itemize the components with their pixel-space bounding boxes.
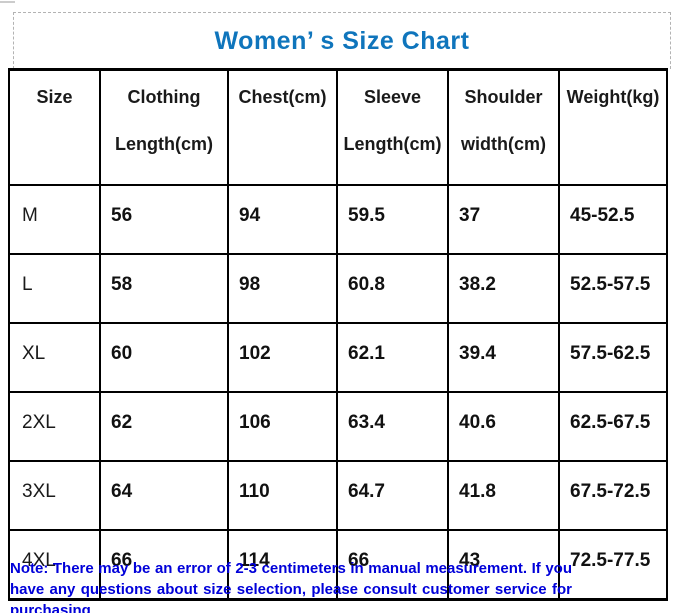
chest-cell: 114 <box>227 529 338 601</box>
header-line: Clothing <box>127 87 201 107</box>
clothing-length-cell: 64 <box>99 460 229 531</box>
column-header-shoulder-width: Shoulder width(cm) <box>447 68 560 186</box>
table-row-2xl: 2XL 62 106 63.4 40.6 62.5-67.5 <box>8 391 668 462</box>
shoulder-width-cell: 38.2 <box>447 253 560 324</box>
header-row: Size Clothing Length(cm) Chest(cm) Sleev… <box>8 68 668 186</box>
column-header-sleeve-length: Sleeve Length(cm) <box>336 68 449 186</box>
size-cell: XL <box>8 322 101 393</box>
header-line: Weight(kg) <box>566 87 660 107</box>
header-line: Length(cm) <box>343 134 442 154</box>
header-line: Sleeve <box>363 87 422 107</box>
header-line: Chest(cm) <box>238 87 327 107</box>
size-chart-table: Size Clothing Length(cm) Chest(cm) Sleev… <box>8 68 668 601</box>
size-cell: L <box>8 253 101 324</box>
sleeve-length-cell: 64.7 <box>336 460 449 531</box>
sleeve-length-cell: 63.4 <box>336 391 449 462</box>
page-title: Women’ s Size Chart <box>214 26 470 55</box>
chest-cell: 110 <box>227 460 338 531</box>
weight-cell: 67.5-72.5 <box>558 460 668 531</box>
column-header-clothing-length: Clothing Length(cm) <box>99 68 229 186</box>
chest-cell: 102 <box>227 322 338 393</box>
size-cell: M <box>8 184 101 255</box>
weight-cell: 52.5-57.5 <box>558 253 668 324</box>
header-line: Size <box>36 87 73 107</box>
shoulder-width-cell: 41.8 <box>447 460 560 531</box>
size-cell: 3XL <box>8 460 101 531</box>
weight-cell: 57.5-62.5 <box>558 322 668 393</box>
clothing-length-cell: 60 <box>99 322 229 393</box>
shoulder-width-cell: 39.4 <box>447 322 560 393</box>
header-line <box>561 134 665 154</box>
cropped-dashed-line-artifact <box>0 1 15 3</box>
sleeve-length-cell: 60.8 <box>336 253 449 324</box>
chest-cell: 106 <box>227 391 338 462</box>
chest-cell: 94 <box>227 184 338 255</box>
table-row-xl: XL 60 102 62.1 39.4 57.5-62.5 <box>8 322 668 393</box>
chest-cell: 98 <box>227 253 338 324</box>
shoulder-width-cell: 37 <box>447 184 560 255</box>
clothing-length-cell: 58 <box>99 253 229 324</box>
sleeve-length-cell: 62.1 <box>336 322 449 393</box>
shoulder-width-cell: 40.6 <box>447 391 560 462</box>
header-line: Length(cm) <box>115 134 213 154</box>
clothing-length-cell: 66 <box>99 529 229 601</box>
column-header-chest: Chest(cm) <box>227 68 338 186</box>
table-row-4xl: 4XL 66 114 66 43 72.5-77.5 <box>8 529 668 601</box>
header-line: Shoulder <box>464 87 543 107</box>
header-line <box>230 134 335 154</box>
sleeve-length-cell: 66 <box>336 529 449 601</box>
size-cell: 2XL <box>8 391 101 462</box>
clothing-length-cell: 56 <box>99 184 229 255</box>
measurement-note: Note: There may be an error of 2-3 centi… <box>10 560 572 613</box>
table-row-3xl: 3XL 64 110 64.7 41.8 67.5-72.5 <box>8 460 668 531</box>
column-header-weight: Weight(kg) <box>558 68 668 186</box>
weight-cell: 72.5-77.5 <box>558 529 668 601</box>
header-line <box>11 134 98 154</box>
weight-cell: 62.5-67.5 <box>558 391 668 462</box>
table-row-m: M 56 94 59.5 37 45-52.5 <box>8 184 668 255</box>
column-header-size: Size <box>8 68 101 186</box>
size-cell: 4XL <box>8 529 101 601</box>
shoulder-width-cell: 43 <box>447 529 560 601</box>
table-row-l: L 58 98 60.8 38.2 52.5-57.5 <box>8 253 668 324</box>
sleeve-length-cell: 59.5 <box>336 184 449 255</box>
header-line: width(cm) <box>461 134 546 154</box>
clothing-length-cell: 62 <box>99 391 229 462</box>
title-box: Women’ s Size Chart <box>13 12 671 69</box>
weight-cell: 45-52.5 <box>558 184 668 255</box>
